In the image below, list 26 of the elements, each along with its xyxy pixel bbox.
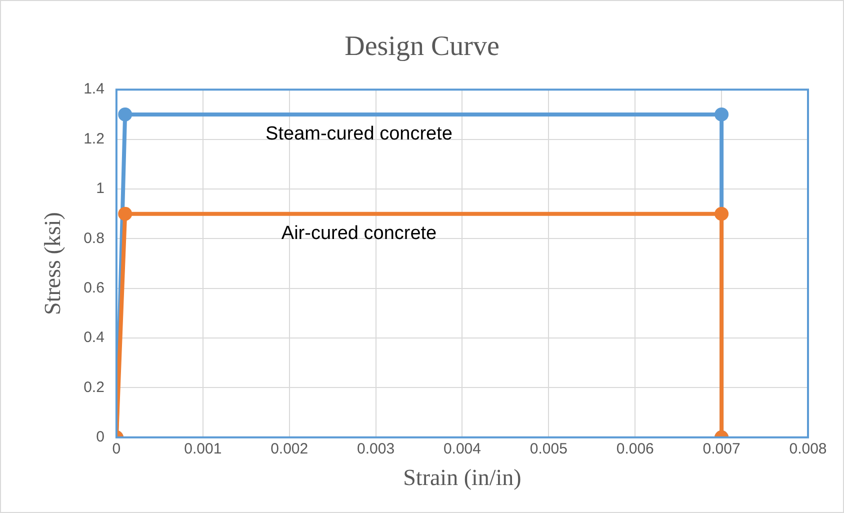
point [714,107,729,122]
series-label: Air-cured concrete [281,223,437,244]
y-axis-title: Stress (ksi) [40,212,65,315]
y-tick-label: 0 [96,428,104,446]
x-tick-label: 0.007 [702,440,740,458]
y-tick-label: 1 [96,180,104,198]
x-tick-label: 0.001 [184,440,222,458]
y-tick-label: 0.6 [84,279,104,296]
x-tick-label: 0.005 [530,440,568,458]
y-tick-label: 0.4 [84,329,104,346]
point [118,107,132,122]
x-tick-label: 0.004 [443,440,481,458]
x-tick-label: 0.003 [357,440,395,458]
x-tick-label: 0.006 [616,440,654,458]
y-tick-label: 0.8 [84,230,104,247]
y-tick-label: 0.2 [84,378,104,396]
point [714,206,729,221]
x-axis-title: Strain (in/in) [403,465,522,490]
y-tick-label: 1.4 [84,80,104,98]
y-tick-label: 1.2 [84,130,104,148]
series-label: Steam-cured concrete [266,124,452,145]
x-tick-label: 0.002 [270,440,308,458]
point [118,206,132,221]
chart-title: Design Curve [344,31,500,62]
x-tick-label: 0 [112,440,121,458]
x-tick-label: 0.008 [789,440,827,458]
